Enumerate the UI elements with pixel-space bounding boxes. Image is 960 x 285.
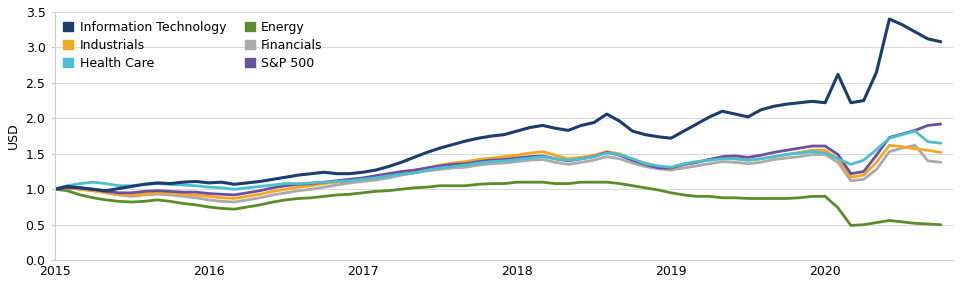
- Y-axis label: USD: USD: [7, 123, 20, 149]
- Legend: Information Technology, Industrials, Health Care, Energy, Financials, S&P 500: Information Technology, Industrials, Hea…: [60, 18, 325, 72]
